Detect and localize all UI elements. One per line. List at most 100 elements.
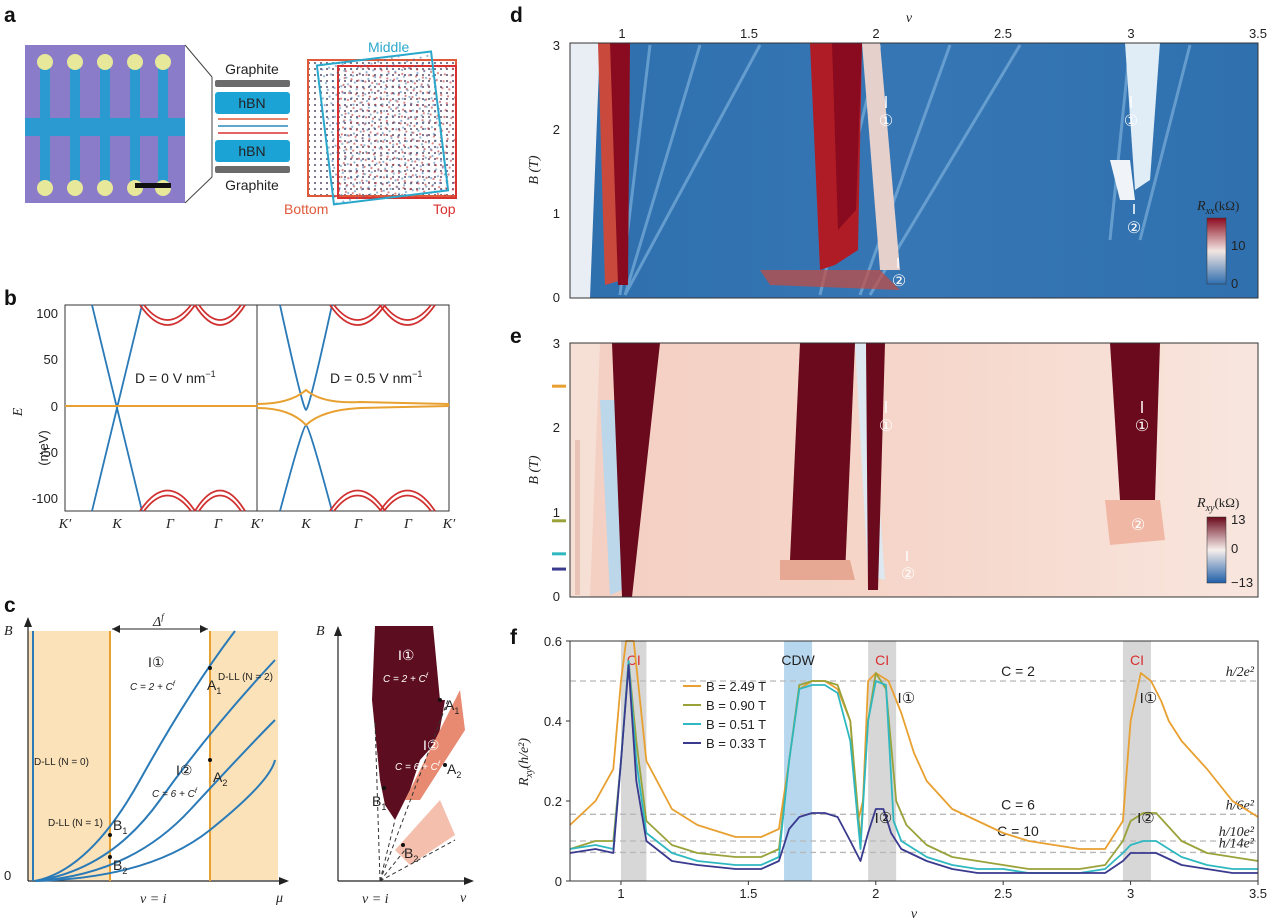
f-chern-label: C = 10 xyxy=(997,823,1039,839)
c-right-i1: I① xyxy=(398,647,414,663)
c-right-vi: ν = i xyxy=(362,892,389,907)
c-left-i1: I① xyxy=(148,654,164,670)
e-colorbar-label: Rxy(kΩ) xyxy=(1196,495,1239,514)
d-xtick-1.5: 1.5 xyxy=(740,26,758,41)
e-mark-2b: ② xyxy=(1131,517,1145,534)
c-dll1: D-LL (N = 1) xyxy=(48,818,103,829)
panel-d: ν 1 1.5 2 2.5 3 3.5 0 1 2 3 B (T) ① ① ② … xyxy=(527,11,1267,305)
d-marks: ① ① ② ② xyxy=(879,96,1141,290)
f-legend-label: B = 0.51 T xyxy=(706,717,766,732)
panel-letter-f: f xyxy=(510,626,518,649)
d-xtick-3.5: 3.5 xyxy=(1249,26,1267,41)
d-xlabel-top: ν xyxy=(906,11,913,26)
b-annot-left: D = 0 V nm−1 xyxy=(135,369,216,386)
label-middle: Middle xyxy=(368,39,409,55)
d-mark-2a: ② xyxy=(892,273,906,290)
remote-band xyxy=(198,304,242,321)
d-colorbar-max: 10 xyxy=(1231,238,1245,253)
d-ytick-1: 1 xyxy=(553,206,560,221)
moire-lattice: Middle Bottom Top xyxy=(284,39,457,217)
layer-graphite-top: Graphite xyxy=(225,61,279,77)
dirac-band xyxy=(91,304,143,512)
dirac-band xyxy=(279,304,333,411)
label-top: Top xyxy=(433,201,456,217)
panel-letter-a: a xyxy=(4,4,16,27)
b-ytick-50: 50 xyxy=(44,352,58,367)
d-ylabel: B (T) xyxy=(527,155,542,185)
e-marks: ① ① ② ② xyxy=(879,401,1149,583)
f-xtick-label: 1 xyxy=(617,886,624,901)
b-annot-right: D = 0.5 V nm−1 xyxy=(330,369,422,386)
f-chern-label: C = 2 xyxy=(1001,663,1035,679)
remote-band xyxy=(143,304,192,321)
panel-letter-d: d xyxy=(510,4,523,27)
panel-letter-e: e xyxy=(510,325,522,348)
b-xtick-g1: Γ xyxy=(165,517,175,532)
remote-band xyxy=(383,494,432,512)
c-left-i2: I② xyxy=(176,762,192,778)
f-series-line xyxy=(569,660,1258,874)
b-xtick-g4: Γ xyxy=(403,517,413,532)
d-ytick-2: 2 xyxy=(553,122,560,137)
remote-band xyxy=(143,494,192,512)
remote-band xyxy=(329,489,386,512)
c-dll0: D-LL (N = 0) xyxy=(34,757,89,768)
e-ytick-0: 0 xyxy=(553,589,560,604)
c-region-1 xyxy=(372,626,445,820)
f-legend-label: B = 0.33 T xyxy=(706,736,766,751)
f-region-label: CI xyxy=(1130,652,1144,668)
f-xlabel: ν xyxy=(911,907,918,921)
c-dll2: D-LL (N = 2) xyxy=(218,672,273,683)
c-left-c2: C = 6 + Cf xyxy=(152,788,198,800)
d-colorbar-label: Rxx(kΩ) xyxy=(1196,198,1239,217)
b-xtick-k2: K xyxy=(300,517,311,532)
d-xtick-2: 2 xyxy=(872,26,879,41)
panel-c-right: B ν ν = i I① C = 2 + Cf I② C = 6 + Cf A1… xyxy=(316,624,474,907)
remote-band xyxy=(379,489,436,512)
e-colorbar xyxy=(1206,516,1227,584)
b-ylabel-unit: (meV) xyxy=(36,430,51,465)
remote-band xyxy=(379,304,436,326)
d-mark-1b: ① xyxy=(1124,113,1138,130)
c-band-right xyxy=(210,631,278,880)
remote-band xyxy=(194,304,246,326)
panel-e: 0 1 2 3 B (T) ① ① ② ② Rxy(kΩ) 13 0 −13 xyxy=(527,336,1259,604)
e-side-markers xyxy=(552,384,566,571)
f-region xyxy=(620,641,647,881)
remote-band xyxy=(198,494,242,512)
c-right-a2: A2 xyxy=(447,761,461,780)
dirac-band xyxy=(279,424,333,512)
remote-band xyxy=(333,494,382,512)
panel-letter-b: b xyxy=(4,287,17,310)
b-xtick-kp2: K′ xyxy=(250,517,264,532)
c-left-ylabel: B xyxy=(4,624,13,639)
remote-band xyxy=(139,489,196,512)
f-ytick-label: 0.4 xyxy=(544,714,562,729)
f-mark: I② xyxy=(1137,810,1155,827)
remote-band xyxy=(383,304,432,321)
remote-band xyxy=(333,304,382,321)
b-ytick-0: 0 xyxy=(51,399,58,414)
layer-hbn-top: hBN xyxy=(238,95,265,111)
panel-a: Graphite hBN hBN Graphite Middle Bottom … xyxy=(25,39,457,217)
f-quantized-label: h/10e² xyxy=(1219,825,1255,840)
f-ytick-label: 0 xyxy=(555,874,562,889)
b-xtick-k1: K xyxy=(111,517,122,532)
flat-band xyxy=(256,388,450,405)
e-colorbar-max: 13 xyxy=(1231,512,1245,527)
label-bottom: Bottom xyxy=(284,201,328,217)
b-xtick-g2: Γ xyxy=(213,517,223,532)
remote-band xyxy=(139,304,196,326)
d-mark-2b: ② xyxy=(1127,220,1141,237)
c-left-c1: C = 2 + Cf xyxy=(130,681,176,693)
f-quantized-label: h/14e² xyxy=(1219,836,1255,851)
e-mark-1a: ① xyxy=(879,418,893,435)
d-xtick-3: 3 xyxy=(1127,26,1134,41)
panel-b: E (meV) 100 50 0 -50 -100 K′ K Γ Γ K′ K … xyxy=(11,304,456,532)
b-xtick-kp1: K′ xyxy=(58,517,72,532)
f-quantized-label: h/2e² xyxy=(1226,665,1255,680)
f-series-line xyxy=(569,664,1258,874)
f-xtick-label: 2.5 xyxy=(994,886,1012,901)
